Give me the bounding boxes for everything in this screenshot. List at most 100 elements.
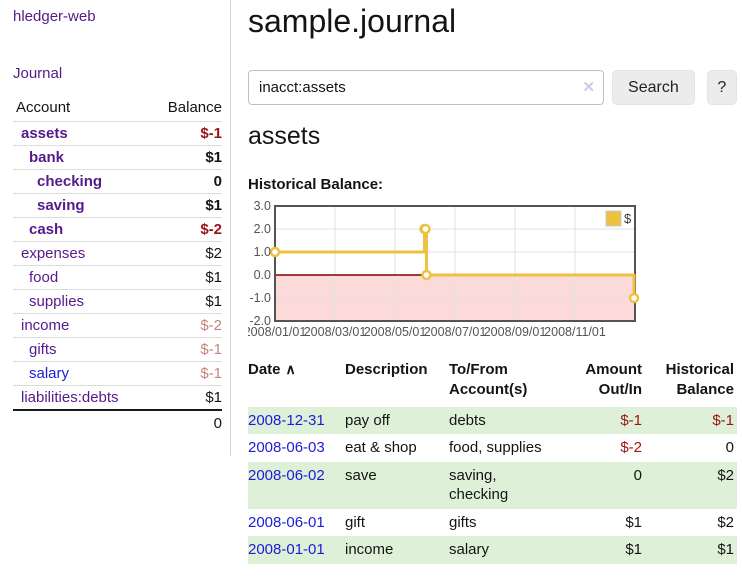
x-axis-tick-label: 2008/05/01 xyxy=(364,325,427,339)
transaction-balance: 0 xyxy=(725,439,734,456)
transaction-date-link[interactable]: 2008-06-02 xyxy=(248,466,325,484)
account-row: income $-2 xyxy=(13,313,222,338)
account-balance: $-2 xyxy=(148,313,222,338)
description-column-header: Description xyxy=(345,361,428,378)
help-button[interactable]: ? xyxy=(706,70,737,105)
date-column-header[interactable]: Date ∧ xyxy=(248,361,296,378)
transaction-balance: $2 xyxy=(717,466,734,484)
transaction-row: 2008-12-31 pay off debts $-1 $-1 xyxy=(248,406,737,434)
transaction-date-link[interactable]: 2008-01-01 xyxy=(248,541,325,558)
transaction-row: 2008-01-01 income salary $1 $1 xyxy=(248,536,737,564)
search-input[interactable] xyxy=(248,70,605,105)
x-axis-tick-label: 2008/11/01 xyxy=(544,325,606,339)
sidebar-account-link-checking[interactable]: checking xyxy=(37,173,103,190)
sidebar: hledger-web Journal Account Balance asse… xyxy=(0,0,231,456)
account-balance: $-1 xyxy=(148,121,222,146)
search-form: ✕ Search ? xyxy=(248,70,737,105)
account-balance: $1 xyxy=(148,385,222,410)
transaction-description: pay off xyxy=(345,411,390,429)
y-axis-tick-label: 0.0 xyxy=(254,268,271,282)
sidebar-account-link-assets[interactable]: assets xyxy=(21,125,68,142)
data-point-marker xyxy=(421,269,432,281)
sidebar-account-link-liabilities-debts[interactable]: liabilities:debts xyxy=(21,389,119,406)
transaction-balance: $1 xyxy=(717,541,734,558)
transaction-description: save xyxy=(345,466,377,484)
y-axis-tick-label: -1.0 xyxy=(249,291,271,305)
accounts-total-balance: 0 xyxy=(148,409,222,432)
account-balance: $2 xyxy=(148,241,222,266)
sidebar-account-link-expenses[interactable]: expenses xyxy=(21,245,86,262)
transaction-tofrom-accounts: debts xyxy=(449,411,486,429)
register-header-row: Date ∧ Description To/From Account(s) Amo… xyxy=(248,358,737,407)
account-balance: 0 xyxy=(148,169,222,194)
transaction-amount: $1 xyxy=(625,541,642,558)
data-point-marker xyxy=(269,246,281,258)
account-row: saving $1 xyxy=(13,193,222,218)
register-table: Date ∧ Description To/From Account(s) Amo… xyxy=(248,358,737,564)
legend-label: $ xyxy=(624,211,632,226)
sidebar-account-link-food[interactable]: food xyxy=(29,269,59,286)
search-button[interactable]: Search xyxy=(612,70,695,105)
account-row: assets $-1 xyxy=(13,121,222,146)
sidebar-account-link-bank[interactable]: bank xyxy=(29,149,65,166)
accounts-table-body: assets $-1 bank $1 checking 0 saving $1 cash $-2 e… xyxy=(13,121,222,410)
app-brand-link[interactable]: hledger-web xyxy=(13,8,96,25)
sidebar-account-link-saving[interactable]: saving xyxy=(37,197,85,214)
balance-column-header: Historical Balance xyxy=(665,361,734,399)
transaction-description: eat & shop xyxy=(345,439,417,456)
historical-balance-chart: $3.0 2.0 1.0 0.0 -1.0 -2.02008/01/012008/03/0… xyxy=(248,199,640,339)
account-row: salary $-1 xyxy=(13,361,222,386)
main-content: sample.journal ✕ Search ? assets Histori… xyxy=(248,0,737,564)
account-balance: $-1 xyxy=(148,361,222,386)
sort-ascending-icon: ∧ xyxy=(285,361,296,377)
account-row: liabilities:debts $1 xyxy=(13,385,222,410)
sidebar-account-link-cash[interactable]: cash xyxy=(29,221,64,238)
data-point-marker xyxy=(420,223,431,235)
sidebar-account-link-income[interactable]: income xyxy=(21,317,70,334)
account-balance: $-1 xyxy=(148,337,222,362)
x-axis-tick-label: 2008/09/01 xyxy=(484,325,547,339)
account-row: bank $1 xyxy=(13,145,222,170)
accounts-table-header: Account Balance xyxy=(13,95,222,122)
transaction-tofrom-accounts: salary xyxy=(449,541,490,558)
page-title: sample.journal xyxy=(248,3,457,39)
sidebar-account-link-supplies[interactable]: supplies xyxy=(29,293,85,310)
accounts-table: Account Balance assets $-1 bank $1 checking 0… xyxy=(13,95,222,432)
account-heading: assets xyxy=(248,122,321,150)
transaction-tofrom-accounts: food, supplies xyxy=(449,439,542,456)
account-row: food $1 xyxy=(13,265,222,290)
transaction-date-link[interactable]: 2008-12-31 xyxy=(248,411,325,429)
transaction-row: 2008-06-01 gift gifts $1 $2 xyxy=(248,509,737,537)
account-row: supplies $1 xyxy=(13,289,222,314)
transaction-balance: $-1 xyxy=(712,411,734,429)
account-balance: $1 xyxy=(148,193,222,218)
transaction-description: income xyxy=(345,541,394,558)
transaction-date-link[interactable]: 2008-06-01 xyxy=(248,513,325,531)
transaction-description: gift xyxy=(345,513,366,531)
x-axis-tick-label: 2008/03/01 xyxy=(304,325,367,339)
transaction-balance: $2 xyxy=(717,513,734,531)
search-box: ✕ xyxy=(248,70,605,105)
transaction-amount: $-2 xyxy=(620,439,642,456)
clear-search-icon[interactable]: ✕ xyxy=(582,79,596,96)
account-balance: $1 xyxy=(148,145,222,170)
transaction-row: 2008-06-02 save saving, checking 0 $2 xyxy=(248,461,737,509)
transaction-tofrom-accounts: saving, checking xyxy=(449,466,509,504)
transaction-tofrom-accounts: gifts xyxy=(449,513,477,531)
chart-title: Historical Balance: xyxy=(248,176,384,193)
transaction-date-link[interactable]: 2008-06-03 xyxy=(248,439,325,456)
sidebar-account-link-salary[interactable]: salary xyxy=(29,365,70,382)
sidebar-account-link-gifts[interactable]: gifts xyxy=(29,341,57,358)
account-row: cash $-2 xyxy=(13,217,222,242)
nav-journal-link[interactable]: Journal xyxy=(13,65,63,82)
accounts-total-row: 0 xyxy=(13,409,222,432)
account-balance: $-2 xyxy=(148,217,222,242)
transaction-amount: $1 xyxy=(625,513,642,531)
register-table-body: 2008-12-31 pay off debts $-1 $-1 2008-06-03 ea… xyxy=(248,406,737,564)
account-balance: $1 xyxy=(148,289,222,314)
account-balance: $1 xyxy=(148,265,222,290)
account-row: expenses $2 xyxy=(13,241,222,266)
account-row: gifts $-1 xyxy=(13,337,222,362)
data-point-marker xyxy=(628,292,640,304)
balance-column-header: Balance xyxy=(167,99,222,116)
